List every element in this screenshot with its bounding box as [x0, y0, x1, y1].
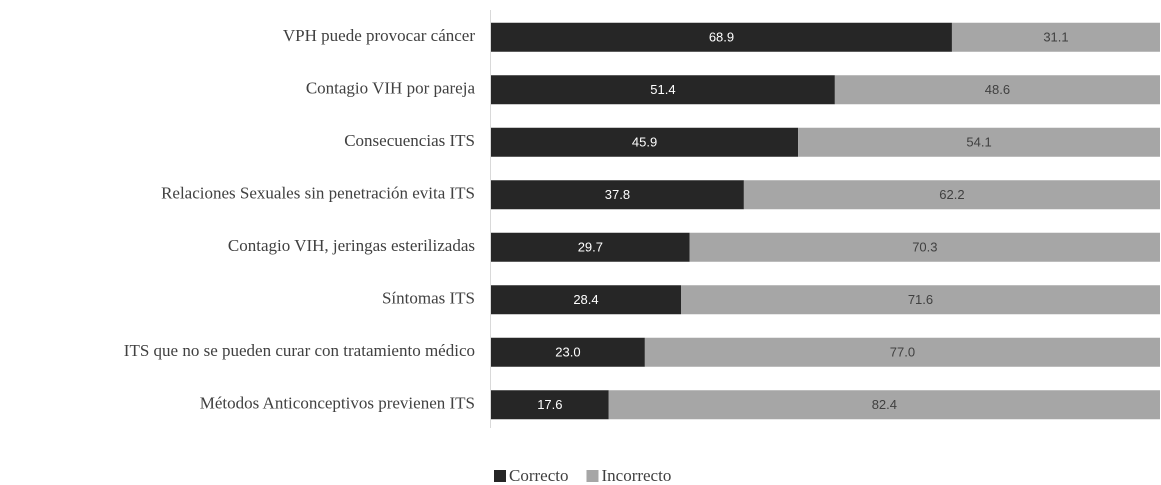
category-label: Contagio VIH por pareja — [306, 79, 476, 98]
bar-segment — [644, 337, 1160, 367]
bar-segment — [951, 22, 1160, 52]
data-label: 48.6 — [985, 82, 1010, 97]
bar-segment — [491, 337, 645, 367]
data-label: 45.9 — [632, 135, 657, 150]
data-label: 82.4 — [872, 397, 897, 412]
data-label: 70.3 — [912, 240, 937, 255]
bar-segment — [798, 127, 1160, 157]
bar-segment — [491, 180, 744, 210]
data-label: 29.7 — [578, 240, 603, 255]
data-label: 37.8 — [605, 187, 630, 202]
data-label: 23.0 — [555, 345, 580, 360]
category-label: Contagio VIH, jeringas esterilizadas — [228, 236, 475, 255]
bar-segment — [680, 285, 1160, 315]
bar-segment — [743, 180, 1160, 210]
bar-segment — [689, 232, 1160, 262]
data-label: 62.2 — [939, 187, 964, 202]
bar-segment — [491, 232, 690, 262]
data-label: 77.0 — [890, 345, 915, 360]
legend-swatch — [586, 470, 599, 482]
data-label: 68.9 — [709, 30, 734, 45]
category-label: VPH puede provocar cáncer — [283, 26, 475, 45]
category-label: Relaciones Sexuales sin penetración evit… — [161, 184, 475, 203]
bar-segment — [491, 390, 609, 420]
legend-swatch — [494, 470, 506, 482]
data-label: 71.6 — [908, 292, 933, 307]
data-label: 51.4 — [650, 82, 675, 97]
category-label: Síntomas ITS — [382, 289, 475, 308]
data-label: 28.4 — [573, 292, 598, 307]
bar-segment — [834, 75, 1160, 105]
bar-segment — [491, 285, 681, 315]
bar-segment — [491, 75, 835, 105]
data-label: 17.6 — [537, 397, 562, 412]
data-label: 31.1 — [1043, 30, 1068, 45]
category-label: ITS que no se pueden curar con tratamien… — [124, 341, 475, 360]
category-label: Consecuencias ITS — [344, 131, 475, 150]
data-label: 54.1 — [966, 135, 991, 150]
bar-segment — [491, 22, 952, 52]
bar-segment — [491, 127, 799, 157]
legend-label: Incorrecto — [601, 466, 671, 485]
category-label: Métodos Anticonceptivos previenen ITS — [200, 394, 475, 413]
legend-label: Correcto — [509, 466, 568, 485]
bar-segment — [608, 390, 1160, 420]
